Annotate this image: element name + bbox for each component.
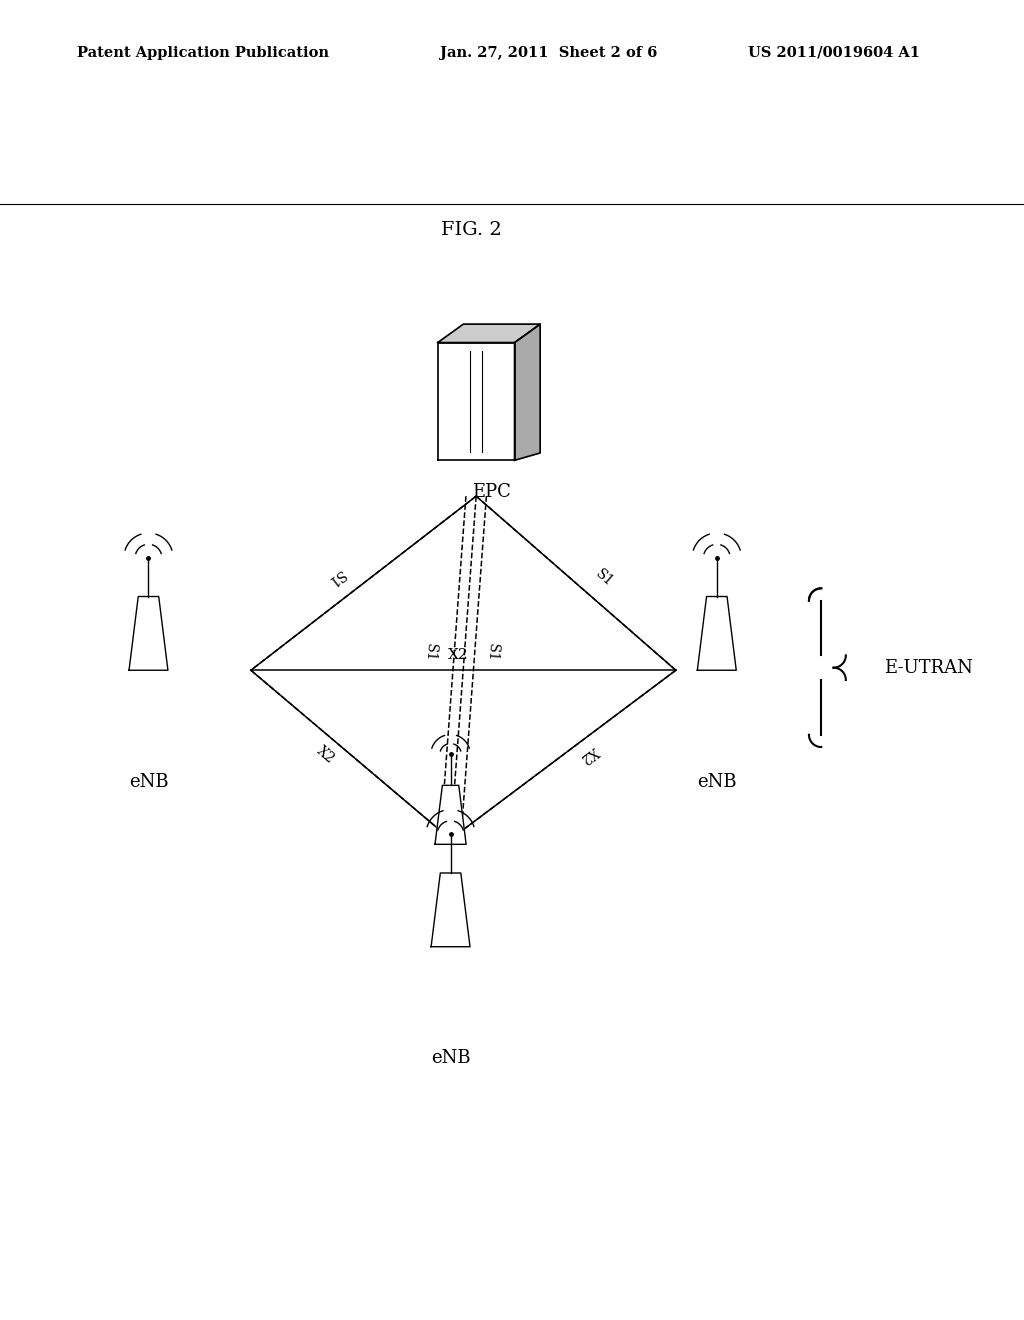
Text: eNB: eNB <box>129 772 168 791</box>
Polygon shape <box>129 597 168 671</box>
Polygon shape <box>438 325 541 343</box>
Text: X2: X2 <box>313 743 337 766</box>
Text: S1: S1 <box>484 643 500 663</box>
Polygon shape <box>438 343 515 461</box>
Text: S1: S1 <box>423 643 438 663</box>
Text: FIG. 2: FIG. 2 <box>440 220 502 239</box>
Text: X2: X2 <box>447 648 469 663</box>
Text: Jan. 27, 2011  Sheet 2 of 6: Jan. 27, 2011 Sheet 2 of 6 <box>440 46 657 59</box>
Polygon shape <box>515 325 541 461</box>
Text: S1: S1 <box>324 566 346 589</box>
Text: eNB: eNB <box>697 772 736 791</box>
Text: S1: S1 <box>593 566 616 590</box>
Text: E-UTRAN: E-UTRAN <box>884 659 973 677</box>
Polygon shape <box>431 873 470 946</box>
Text: Patent Application Publication: Patent Application Publication <box>77 46 329 59</box>
Polygon shape <box>435 785 466 845</box>
Text: EPC: EPC <box>472 483 511 500</box>
Polygon shape <box>697 597 736 671</box>
Text: US 2011/0019604 A1: US 2011/0019604 A1 <box>748 46 920 59</box>
Text: eNB: eNB <box>431 1049 470 1067</box>
Text: X2: X2 <box>578 743 600 766</box>
